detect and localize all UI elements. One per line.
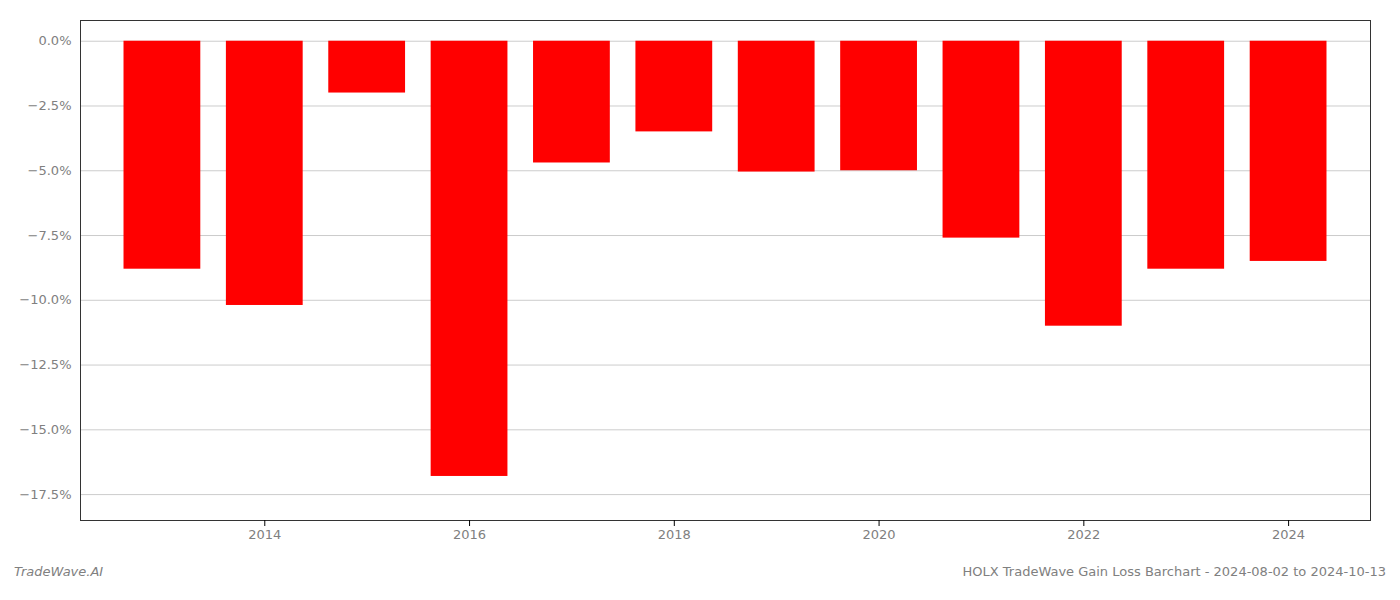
svg-text:−17.5%: −17.5%: [19, 487, 71, 502]
svg-text:2020: 2020: [863, 527, 896, 542]
svg-text:−15.0%: −15.0%: [19, 422, 71, 437]
svg-text:2018: 2018: [658, 527, 691, 542]
html-text:HOLX TradeWave Gain Loss Barch: HOLX TradeWave Gain Loss Barchart - 2024…: [962, 564, 1386, 579]
svg-text:−10.0%: −10.0%: [19, 292, 71, 307]
svg-text:2022: 2022: [1067, 527, 1100, 542]
svg-text:−5.0%: −5.0%: [28, 163, 72, 178]
svg-text:−2.5%: −2.5%: [28, 98, 72, 113]
svg-text:−7.5%: −7.5%: [28, 228, 72, 243]
svg-text:0.0%: 0.0%: [38, 33, 71, 48]
svg-text:−12.5%: −12.5%: [19, 357, 71, 372]
svg-text:2024: 2024: [1272, 527, 1305, 542]
svg-text:2016: 2016: [453, 527, 486, 542]
svg-text:2014: 2014: [248, 527, 281, 542]
html-text:TradeWave.AI: TradeWave.AI: [14, 564, 104, 579]
